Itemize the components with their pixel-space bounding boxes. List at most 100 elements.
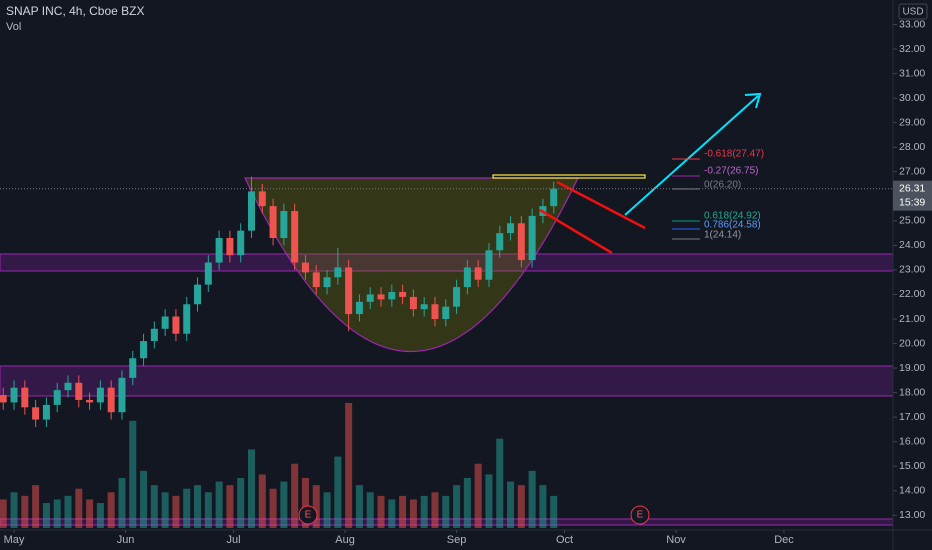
volume-bar bbox=[507, 481, 515, 528]
volume-bar bbox=[377, 495, 385, 528]
earnings-marker[interactable] bbox=[298, 505, 318, 525]
countdown: 15:39 bbox=[899, 196, 925, 208]
volume-bar bbox=[21, 495, 29, 528]
fib-label: -0.618(27.47) bbox=[704, 149, 764, 160]
y-tick-label: 23.00 bbox=[899, 264, 925, 276]
candle-body bbox=[291, 211, 299, 263]
volume-bar bbox=[291, 463, 299, 528]
candle-body bbox=[377, 294, 385, 300]
candle-body bbox=[345, 267, 353, 315]
x-tick-label: Nov bbox=[666, 534, 686, 546]
volume-bar bbox=[269, 488, 277, 528]
volume-bar bbox=[204, 492, 212, 528]
x-tick-label: Oct bbox=[556, 534, 573, 546]
candle-body bbox=[194, 284, 202, 305]
candle-body bbox=[474, 267, 482, 280]
earnings-marker[interactable] bbox=[630, 505, 650, 525]
volume-bar bbox=[420, 495, 428, 528]
volume-bar bbox=[96, 503, 104, 528]
candle-body bbox=[172, 316, 180, 334]
candle-body bbox=[86, 399, 94, 403]
currency: USD bbox=[902, 7, 923, 18]
volume-bar bbox=[409, 499, 417, 528]
volume-bar bbox=[226, 485, 234, 528]
volume-bar bbox=[485, 474, 493, 528]
volume-bar bbox=[345, 403, 353, 528]
y-tick-label: 25.00 bbox=[899, 215, 925, 227]
fib-label: 1(24.14) bbox=[704, 230, 741, 241]
resistance-line bbox=[492, 174, 646, 179]
y-tick-label: 13.00 bbox=[899, 509, 925, 521]
volume-bar bbox=[280, 481, 288, 528]
candle-body bbox=[226, 238, 234, 256]
fib-label: 0.618(24.92) bbox=[704, 211, 761, 222]
y-tick-label: 21.00 bbox=[899, 313, 925, 325]
y-tick-label: 27.00 bbox=[899, 166, 925, 178]
candle-body bbox=[204, 262, 212, 285]
volume-bar bbox=[129, 420, 137, 528]
volume-bar bbox=[194, 485, 202, 528]
y-tick-label: 30.00 bbox=[899, 92, 925, 104]
candle-body bbox=[10, 387, 18, 403]
y-tick-label: 22.00 bbox=[899, 288, 925, 300]
candle-body bbox=[485, 250, 493, 280]
volume-bar bbox=[86, 499, 94, 528]
currency-box[interactable] bbox=[898, 3, 928, 20]
y-tick-label: 15.00 bbox=[899, 460, 925, 472]
last-price-box bbox=[893, 180, 932, 211]
candle-body bbox=[507, 223, 515, 234]
candle-body bbox=[431, 304, 439, 319]
x-tick-label: Aug bbox=[335, 534, 355, 546]
volume-bar bbox=[539, 485, 547, 528]
candle-body bbox=[53, 390, 61, 405]
candle-body bbox=[107, 387, 115, 413]
y-tick-label: 17.00 bbox=[899, 411, 925, 423]
candle-body bbox=[517, 223, 525, 261]
volume-bar bbox=[10, 492, 18, 528]
candle-body bbox=[129, 358, 137, 378]
volume-bar bbox=[107, 492, 115, 528]
volume-bar bbox=[53, 499, 61, 528]
candle-body bbox=[420, 304, 428, 310]
candle-body bbox=[258, 191, 266, 207]
volume-bar bbox=[366, 492, 374, 528]
volume-bar bbox=[172, 495, 180, 528]
candle-body bbox=[550, 188, 558, 207]
candle-body bbox=[0, 395, 7, 403]
y-tick-label: 19.00 bbox=[899, 362, 925, 374]
volume-bar bbox=[323, 492, 331, 528]
volume-bar bbox=[42, 503, 50, 528]
marks bbox=[0, 176, 558, 528]
cup-pattern bbox=[244, 177, 579, 352]
volume-bar bbox=[474, 463, 482, 528]
x-tick-label: Jun bbox=[117, 534, 135, 546]
zone bbox=[0, 365, 894, 397]
candle-body bbox=[366, 294, 374, 302]
fib: -0.618(27.47) -0.27(26.75) 0(26.20) 0.61… bbox=[672, 149, 764, 241]
y-tick-label: 28.00 bbox=[899, 141, 925, 153]
y-tick-label: 14.00 bbox=[899, 485, 925, 497]
candle-body bbox=[323, 277, 331, 288]
volume-bar bbox=[118, 478, 126, 528]
fib-label: -0.27(26.75) bbox=[704, 166, 758, 177]
volume-bar bbox=[431, 492, 439, 528]
fib-label: 0.786(24.58) bbox=[704, 220, 761, 231]
chart-title: SNAP INC, 4h, Cboe BZX bbox=[6, 4, 145, 18]
volume-bar bbox=[399, 495, 407, 528]
candle-body bbox=[183, 304, 191, 334]
candle-body bbox=[32, 407, 40, 420]
y-tick-label: 20.00 bbox=[899, 337, 925, 349]
volume-bar bbox=[550, 495, 558, 528]
volume-bar bbox=[237, 478, 245, 528]
volume-bar bbox=[528, 470, 536, 528]
candle-body bbox=[312, 272, 320, 288]
volume-bar bbox=[215, 481, 223, 528]
candle-body bbox=[75, 382, 83, 400]
y-tick-label: 31.00 bbox=[899, 67, 925, 79]
volume-bar bbox=[258, 474, 266, 528]
volume-bar bbox=[453, 485, 461, 528]
candle-body bbox=[463, 267, 471, 288]
channel-line bbox=[556, 180, 646, 230]
candle-body bbox=[280, 211, 288, 239]
